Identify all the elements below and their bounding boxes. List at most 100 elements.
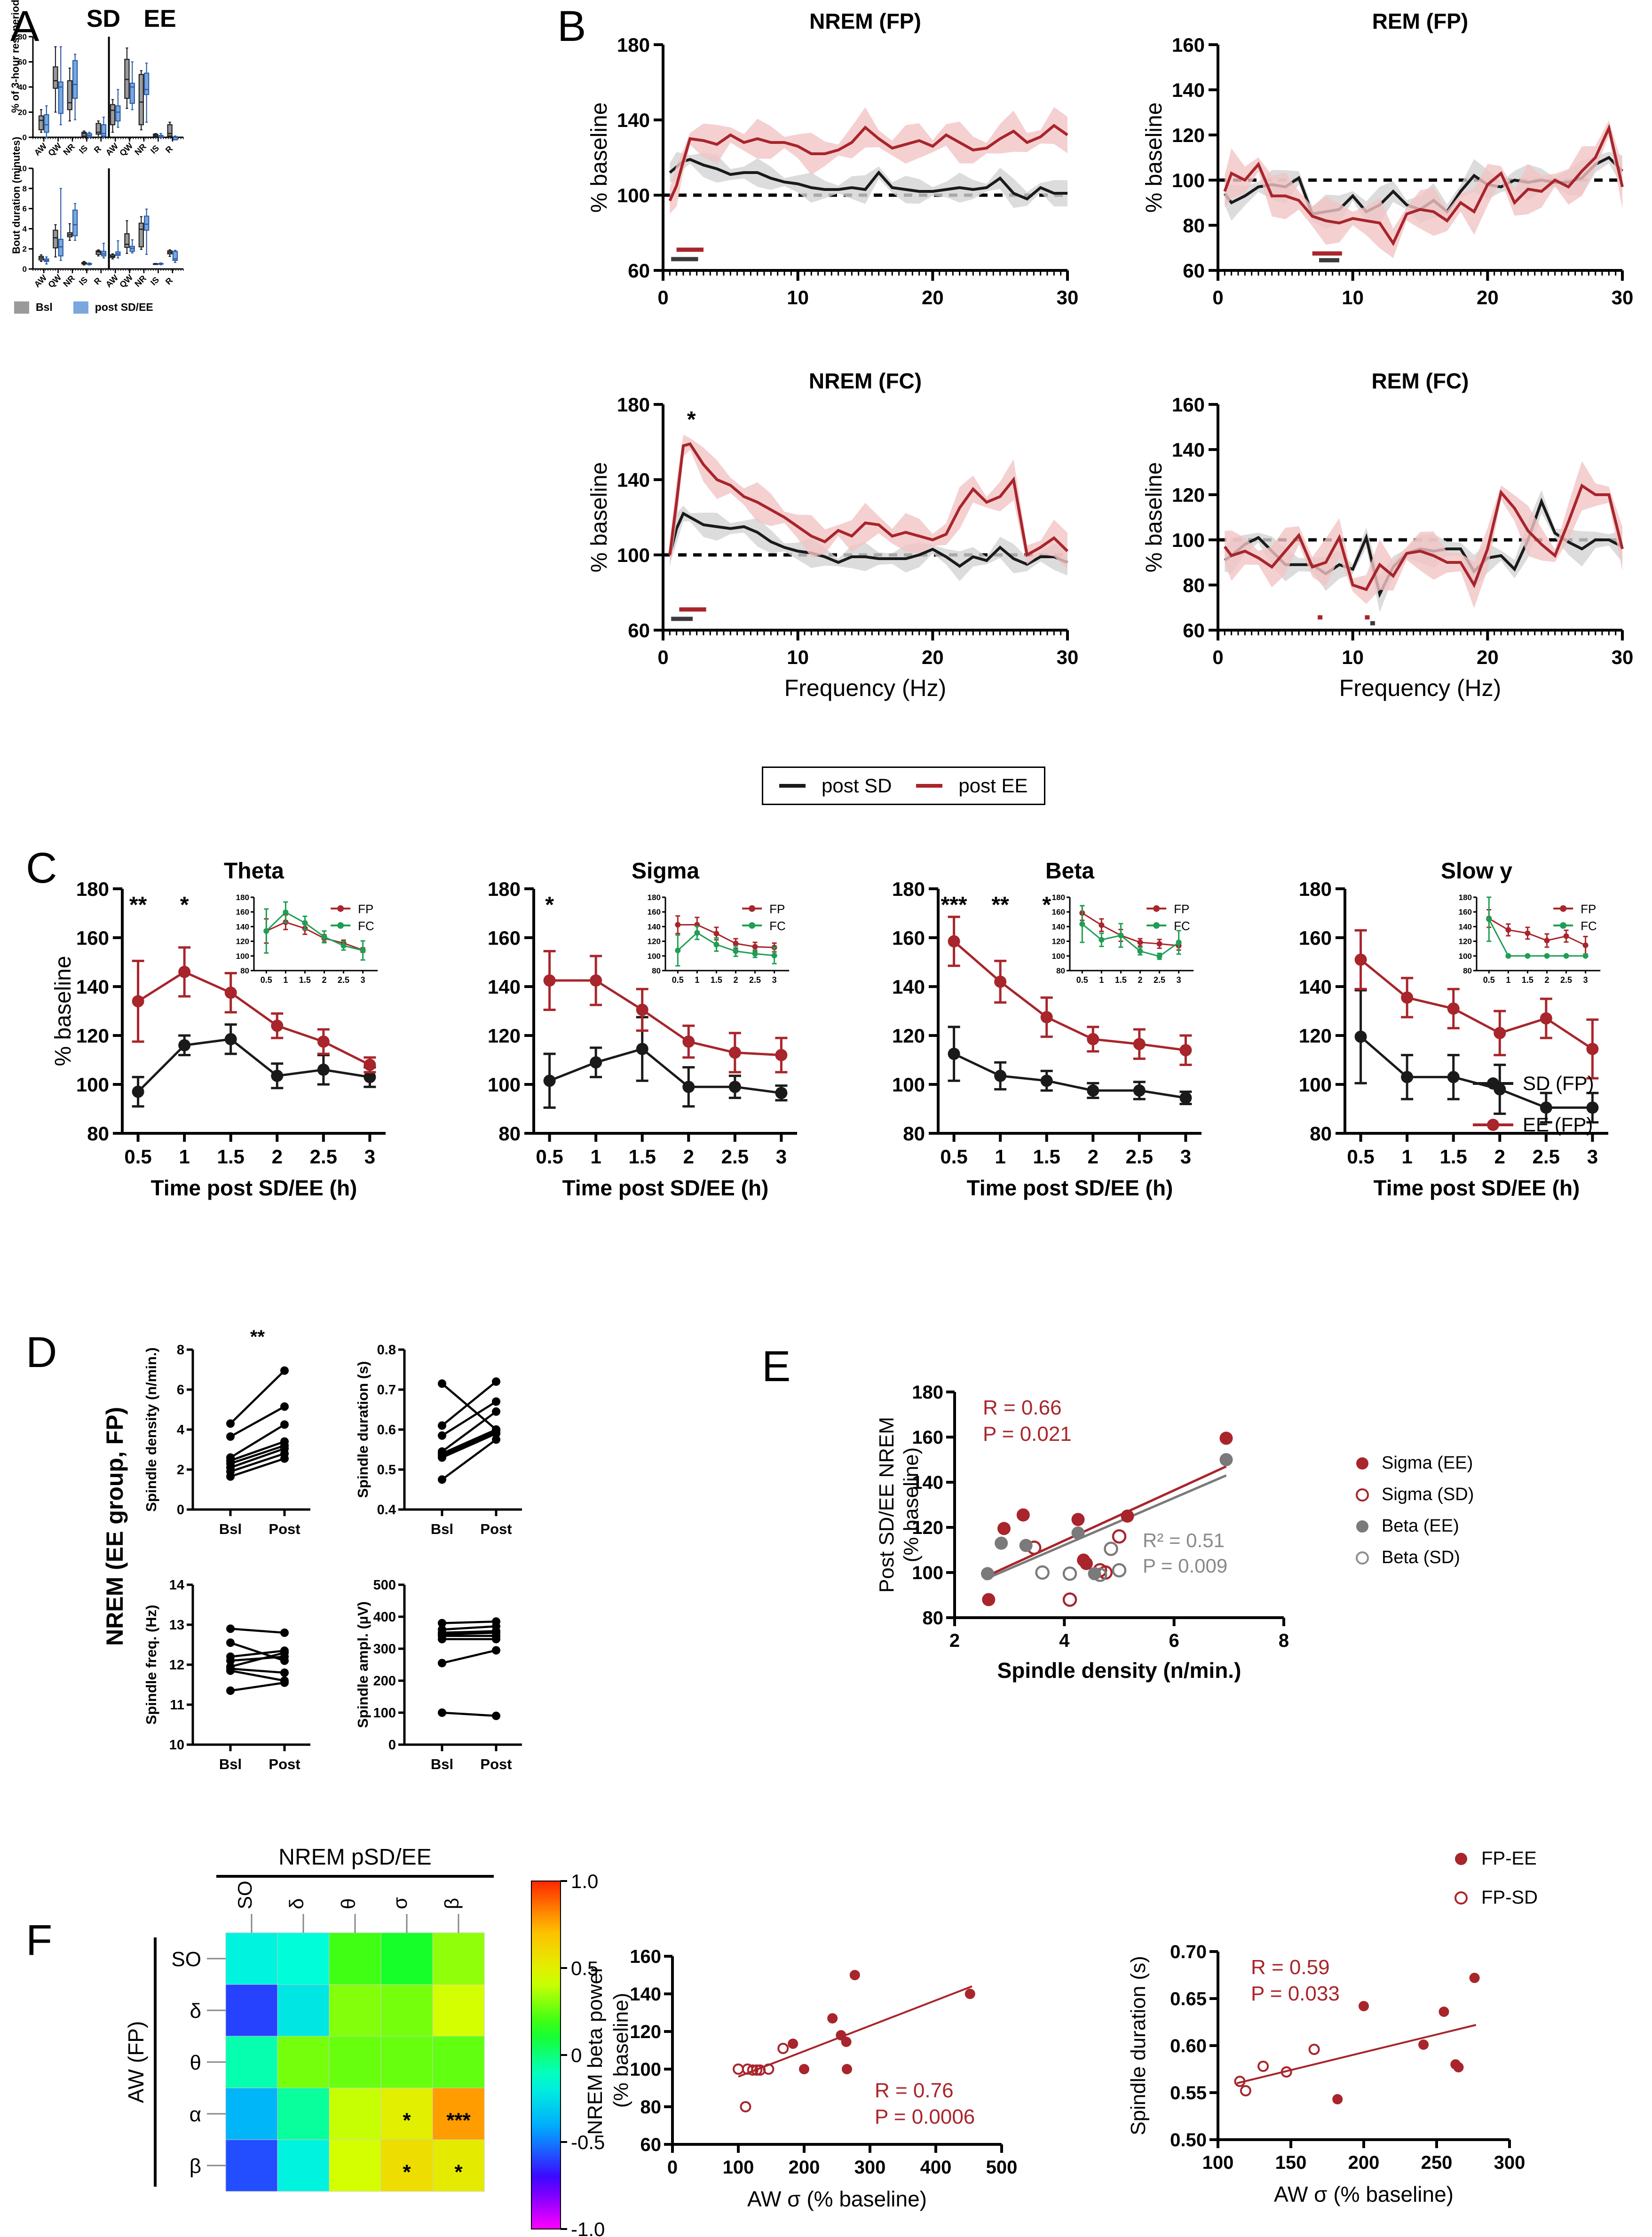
data-point xyxy=(271,1020,284,1032)
stat-r: R = 0.66 xyxy=(983,1396,1062,1419)
box xyxy=(81,132,87,137)
box xyxy=(129,82,135,104)
heatmap-cell xyxy=(225,2036,278,2088)
data-point xyxy=(492,1377,500,1386)
inset-y-tick: 100 xyxy=(1459,952,1472,961)
data-point xyxy=(827,2013,838,2024)
y-tick-label: 80 xyxy=(1183,574,1205,596)
x-axis-label: Frequency (Hz) xyxy=(784,675,947,701)
data-point xyxy=(1240,2085,1251,2096)
data-point xyxy=(1071,1513,1085,1526)
pair-line xyxy=(442,1431,497,1457)
data-point xyxy=(492,1711,500,1720)
inset-x-tick: 2.5 xyxy=(749,975,761,985)
x-tick-label: 30 xyxy=(1057,646,1079,668)
y-tick-label: 100 xyxy=(1172,169,1205,191)
panel-e-legend: Sigma (EE) Sigma (SD) Beta (EE) Beta (SD… xyxy=(1354,1453,1474,1568)
data-point xyxy=(799,2064,809,2074)
x-tick-label: 0 xyxy=(1212,286,1223,308)
pair-line xyxy=(230,1650,285,1658)
data-point xyxy=(777,2043,789,2054)
y-tick-label: 0.4 xyxy=(377,1502,396,1518)
x-axis-label: AW σ (% baseline) xyxy=(1274,2182,1454,2206)
pair-line xyxy=(442,1631,497,1636)
x-tick-label: 300 xyxy=(854,2157,886,2178)
data-point xyxy=(364,1059,376,1071)
y-tick-label: 180 xyxy=(76,878,109,900)
legend-marker-ee-fp xyxy=(1473,1119,1513,1131)
data-point xyxy=(1453,2062,1464,2072)
data-point xyxy=(438,1708,446,1717)
stat-r: R = 0.59 xyxy=(1251,1956,1330,1979)
pair-line xyxy=(230,1447,285,1469)
y-tick-label: 160 xyxy=(76,927,109,949)
x-tick-label: 30 xyxy=(1612,286,1634,308)
regression-line xyxy=(738,1985,972,2078)
panel-e-letter: E xyxy=(762,1343,791,1391)
heatmap-cell xyxy=(277,1932,330,1985)
y-tick-label: 80 xyxy=(498,1122,521,1145)
x-tick-label: 3 xyxy=(776,1146,787,1168)
inset-x-tick: 2 xyxy=(733,975,738,985)
data-point xyxy=(1133,1038,1146,1051)
data-point xyxy=(751,2064,763,2076)
y-tick-label: 0.65 xyxy=(1170,1989,1207,2009)
heatmap-cell xyxy=(380,2139,433,2192)
inset-x-tick: 0.5 xyxy=(672,975,684,985)
heatmap-col-label: SO xyxy=(234,1881,256,1909)
y-tick-label: 0.55 xyxy=(1170,2083,1207,2103)
heatmap-col-label: θ xyxy=(337,1898,359,1909)
y-tick-label: 6 xyxy=(177,1383,184,1398)
x-tick-label: R xyxy=(164,144,174,155)
y-tick-label: 14 xyxy=(169,1578,184,1593)
significance-mark: * xyxy=(180,893,189,917)
subplot-title: NREM (FP) xyxy=(809,9,921,33)
x-tick-label: QW xyxy=(118,141,134,158)
x-tick-label: 1 xyxy=(995,1146,1005,1168)
data-point xyxy=(280,1454,289,1463)
y-tick-label: 140 xyxy=(617,469,650,491)
scatter1-plot: 60 80 100 120 140 160 0 100 200 300 400 500 AW σ (% … xyxy=(584,1946,1017,2211)
x-tick-label: 0.5 xyxy=(1347,1146,1374,1168)
pair-line xyxy=(442,1428,497,1455)
pair-line xyxy=(230,1444,285,1465)
y-tick-label: 180 xyxy=(617,34,650,56)
y-tick-label: 80 xyxy=(640,2097,662,2118)
significance-mark: * xyxy=(403,2109,411,2132)
subplot-title: REM (FP) xyxy=(1372,9,1468,33)
data-point xyxy=(728,1081,741,1093)
y-tick-label: 140 xyxy=(617,109,650,131)
svg-text:0: 0 xyxy=(23,265,27,274)
data-point xyxy=(1040,1011,1053,1023)
panel-a-bottom-ylabel: Bout duration (minutes) xyxy=(10,136,22,254)
data-point xyxy=(438,1453,446,1462)
data-point xyxy=(842,2064,852,2074)
y-tick-label: 100 xyxy=(912,1563,943,1583)
legend-label-beta-ee: Beta (EE) xyxy=(1382,1516,1459,1536)
x-tick-label: Bsl xyxy=(219,1521,242,1537)
y-tick-label: 8 xyxy=(177,1343,184,1358)
data-point xyxy=(1401,991,1414,1004)
inset-x-tick: 3 xyxy=(1177,975,1181,985)
legend-marker-sd-fp xyxy=(1473,1077,1513,1090)
pair-line xyxy=(229,1423,285,1459)
x-tick-label: R xyxy=(92,144,103,155)
data-point xyxy=(317,1063,330,1076)
y-tick-label: 100 xyxy=(892,1074,925,1096)
heatmap-row-header: AW (FP) xyxy=(124,2021,148,2103)
box xyxy=(95,123,101,135)
y-tick-label: 180 xyxy=(892,878,925,900)
y-axis-label: Spindle ampl. (µV) xyxy=(355,1601,371,1728)
inset-y-tick: 100 xyxy=(236,952,249,961)
series-line xyxy=(668,511,1068,568)
data-point xyxy=(1586,1101,1599,1114)
x-tick-label: 20 xyxy=(1477,646,1499,668)
legend-label-sigma-ee: Sigma (EE) xyxy=(1382,1453,1473,1473)
y-tick-label: 120 xyxy=(76,1025,109,1047)
x-tick-label: 1.5 xyxy=(629,1146,656,1168)
regression-line xyxy=(1236,2024,1477,2084)
x-tick-label: 10 xyxy=(1342,286,1364,308)
pair-line xyxy=(229,1406,285,1438)
